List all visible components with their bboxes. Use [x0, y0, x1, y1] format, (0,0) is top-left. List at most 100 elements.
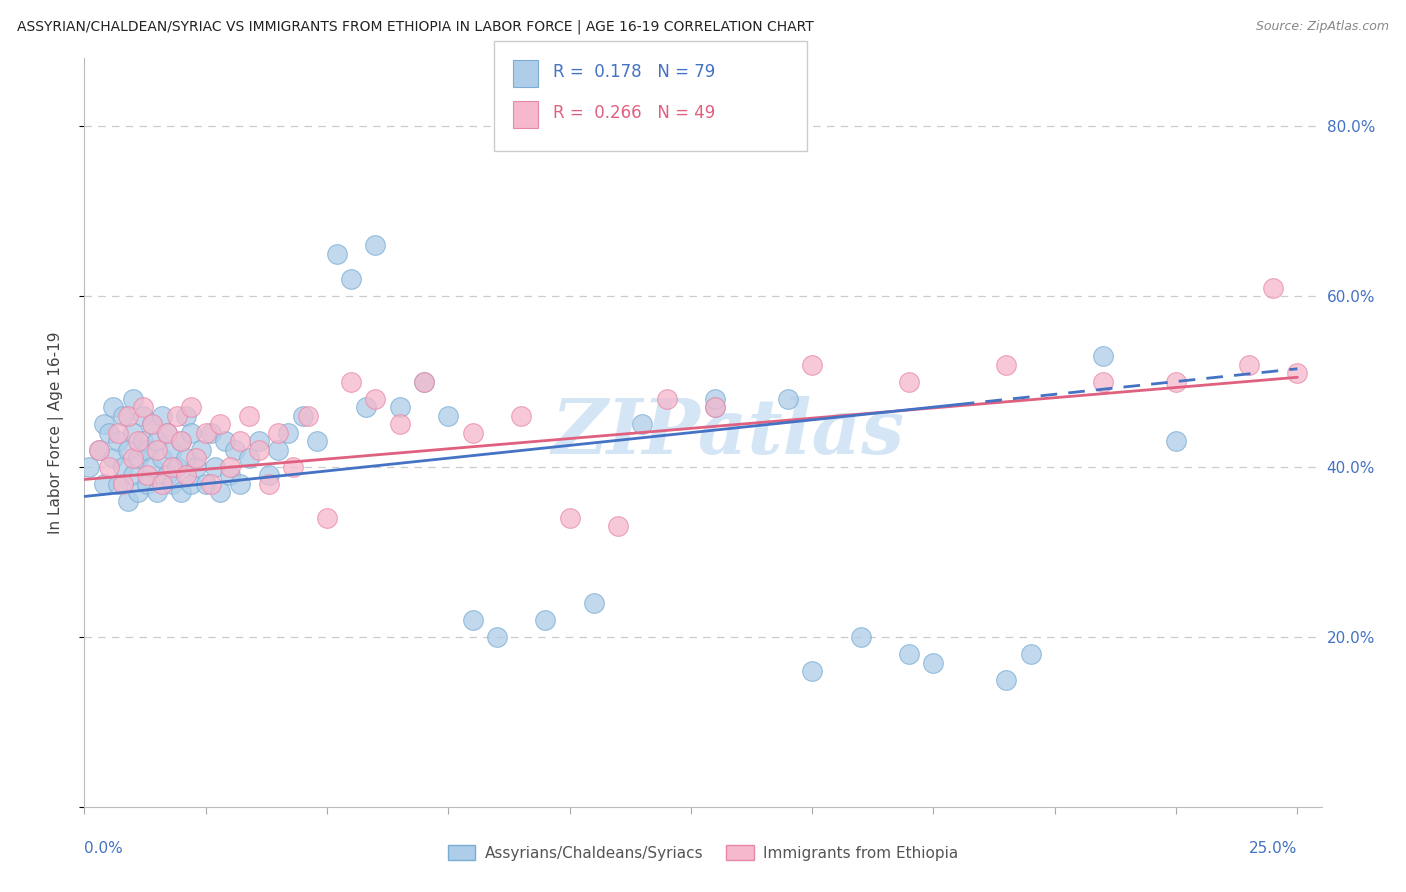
- Point: [150, 476, 173, 491]
- Point: [107, 425, 129, 440]
- Point: [209, 485, 232, 500]
- Point: [238, 451, 260, 466]
- Point: [166, 459, 188, 474]
- Point: [200, 476, 222, 491]
- Point: [364, 392, 387, 406]
- Point: [388, 400, 411, 414]
- Point: [136, 468, 159, 483]
- Point: [776, 392, 799, 406]
- Point: [704, 400, 727, 414]
- Point: [582, 596, 605, 610]
- Point: [307, 434, 329, 449]
- Point: [898, 647, 921, 661]
- Point: [180, 476, 202, 491]
- Point: [146, 442, 169, 457]
- Point: [607, 519, 630, 533]
- Point: [510, 409, 533, 423]
- Point: [297, 409, 319, 423]
- Point: [995, 358, 1018, 372]
- Point: [1164, 375, 1187, 389]
- Point: [127, 434, 149, 449]
- Point: [704, 392, 727, 406]
- Point: [146, 485, 169, 500]
- Point: [340, 375, 363, 389]
- Point: [160, 476, 183, 491]
- Text: 25.0%: 25.0%: [1249, 841, 1298, 856]
- Point: [127, 485, 149, 500]
- Point: [704, 400, 727, 414]
- Point: [117, 442, 139, 457]
- Point: [107, 434, 129, 449]
- Point: [97, 425, 120, 440]
- Point: [354, 400, 377, 414]
- Point: [93, 476, 115, 491]
- Text: R =  0.178   N = 79: R = 0.178 N = 79: [553, 63, 714, 81]
- Point: [112, 409, 135, 423]
- Point: [87, 442, 110, 457]
- Point: [136, 442, 159, 457]
- Text: ASSYRIAN/CHALDEAN/SYRIAC VS IMMIGRANTS FROM ETHIOPIA IN LABOR FORCE | AGE 16-19 : ASSYRIAN/CHALDEAN/SYRIAC VS IMMIGRANTS F…: [17, 20, 814, 34]
- Point: [291, 409, 314, 423]
- Point: [849, 630, 872, 644]
- Text: Source: ZipAtlas.com: Source: ZipAtlas.com: [1256, 20, 1389, 33]
- Point: [1261, 281, 1284, 295]
- Point: [184, 451, 207, 466]
- Point: [103, 451, 125, 466]
- Point: [631, 417, 654, 431]
- Point: [558, 510, 581, 524]
- Point: [413, 375, 436, 389]
- Point: [122, 392, 145, 406]
- Point: [214, 434, 236, 449]
- Text: R =  0.266   N = 49: R = 0.266 N = 49: [553, 104, 714, 122]
- Point: [437, 409, 460, 423]
- Point: [219, 459, 242, 474]
- Point: [340, 272, 363, 286]
- Point: [166, 409, 188, 423]
- Point: [257, 468, 280, 483]
- Point: [228, 434, 250, 449]
- Point: [1237, 358, 1260, 372]
- Point: [247, 442, 270, 457]
- Point: [141, 459, 163, 474]
- Point: [281, 459, 304, 474]
- Point: [174, 468, 197, 483]
- Point: [224, 442, 246, 457]
- Point: [170, 434, 193, 449]
- Point: [170, 485, 193, 500]
- Point: [922, 656, 945, 670]
- Point: [267, 425, 290, 440]
- Point: [103, 400, 125, 414]
- Point: [995, 673, 1018, 687]
- Point: [204, 459, 226, 474]
- Point: [150, 409, 173, 423]
- Point: [898, 375, 921, 389]
- Point: [131, 400, 153, 414]
- Point: [461, 613, 484, 627]
- Point: [112, 459, 135, 474]
- Point: [534, 613, 557, 627]
- Point: [180, 400, 202, 414]
- Point: [180, 425, 202, 440]
- Point: [174, 451, 197, 466]
- Point: [136, 476, 159, 491]
- Point: [184, 459, 207, 474]
- Point: [156, 425, 179, 440]
- Text: 0.0%: 0.0%: [84, 841, 124, 856]
- Point: [194, 425, 217, 440]
- Y-axis label: In Labor Force | Age 16-19: In Labor Force | Age 16-19: [48, 331, 63, 534]
- Point: [485, 630, 508, 644]
- Point: [219, 468, 242, 483]
- Point: [257, 476, 280, 491]
- Point: [801, 358, 824, 372]
- Point: [1164, 434, 1187, 449]
- Point: [388, 417, 411, 431]
- Point: [141, 417, 163, 431]
- Point: [117, 493, 139, 508]
- Point: [325, 247, 347, 261]
- Point: [97, 459, 120, 474]
- Point: [267, 442, 290, 457]
- Point: [247, 434, 270, 449]
- Point: [801, 664, 824, 678]
- Point: [277, 425, 299, 440]
- Point: [364, 238, 387, 252]
